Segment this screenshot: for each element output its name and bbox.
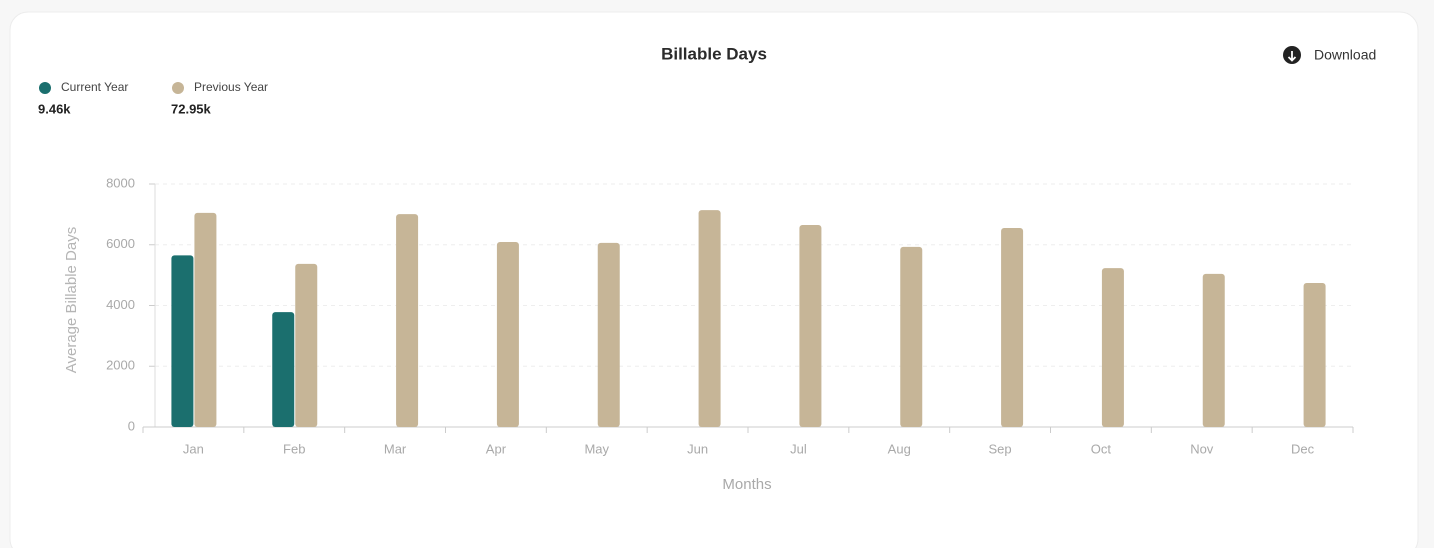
legend-swatch	[172, 82, 184, 94]
y-tick-label: 4000	[106, 297, 135, 312]
bar	[272, 312, 295, 427]
x-tick-label: May	[584, 441, 609, 456]
legend-total: 9.46k	[38, 101, 71, 116]
bar	[496, 242, 519, 427]
x-tick-label: Aug	[888, 441, 911, 456]
legend-total: 72.95k	[171, 101, 212, 116]
legend-label: Previous Year	[194, 80, 268, 94]
x-tick-label: Feb	[283, 441, 305, 456]
legend-label: Current Year	[61, 80, 128, 94]
legend-swatch	[39, 82, 51, 94]
y-tick-label: 0	[128, 418, 135, 433]
download-arrow	[1287, 51, 1297, 62]
x-tick-label: Dec	[1291, 441, 1315, 456]
y-axis-title: Average Billable Days	[63, 227, 80, 373]
x-tick-label: Jun	[687, 441, 708, 456]
bar	[194, 212, 217, 427]
bar	[799, 225, 822, 427]
chart-title: Billable Days	[661, 44, 767, 63]
x-tick-label: Mar	[384, 441, 407, 456]
x-tick-label: Sep	[989, 441, 1012, 456]
bar	[396, 214, 419, 427]
x-axis-title: Months	[722, 476, 771, 493]
bar	[597, 242, 620, 427]
x-tick-label: Apr	[486, 441, 507, 456]
bar	[698, 210, 721, 427]
bar	[900, 246, 923, 427]
bar	[295, 263, 318, 427]
y-tick-label: 2000	[106, 358, 135, 373]
download-button[interactable]: Download	[1283, 46, 1376, 64]
bar	[1202, 273, 1225, 427]
download-label[interactable]: Download	[1314, 47, 1376, 63]
bar	[1001, 228, 1024, 427]
y-tick-label: 8000	[106, 175, 135, 190]
x-tick-label: Oct	[1091, 441, 1112, 456]
bar	[171, 255, 194, 427]
x-tick-label: Jan	[183, 441, 204, 456]
y-tick-label: 6000	[106, 236, 135, 251]
bar	[1101, 268, 1124, 427]
bar	[1303, 283, 1326, 427]
x-tick-label: Jul	[790, 441, 807, 456]
x-tick-label: Nov	[1190, 441, 1214, 456]
